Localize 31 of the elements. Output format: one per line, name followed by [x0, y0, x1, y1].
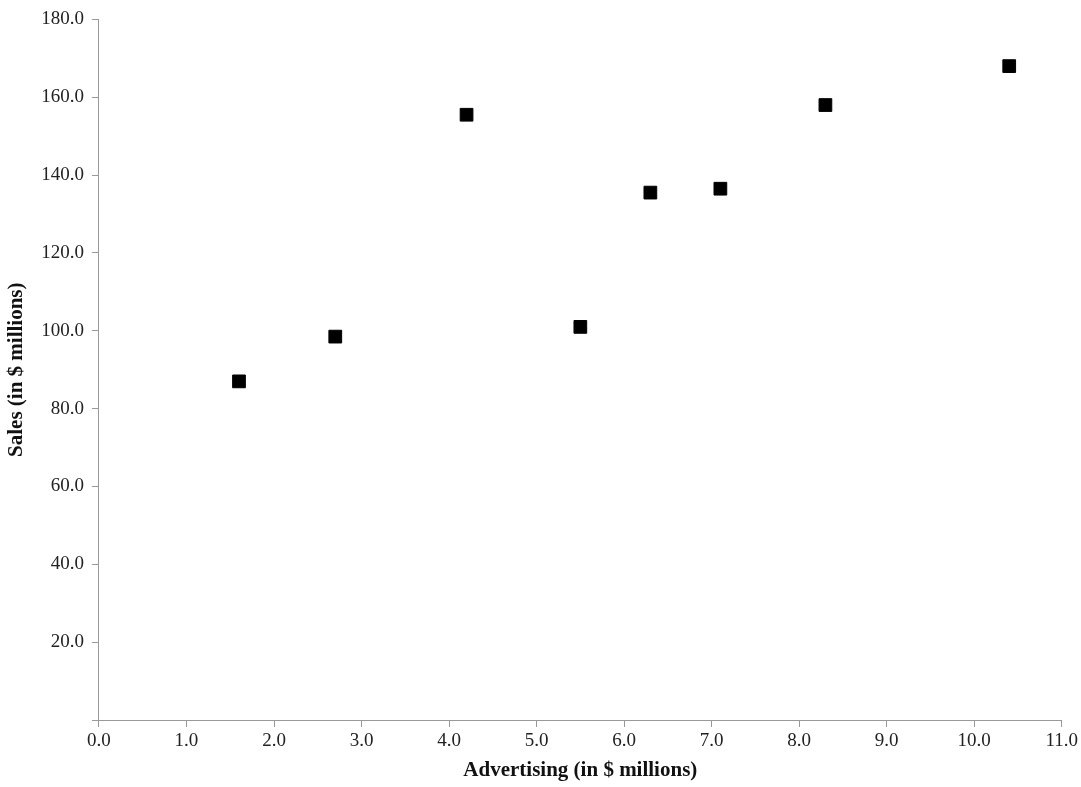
y-tick-label: 40.0: [50, 552, 84, 574]
x-tick-label: 10.0: [957, 729, 991, 751]
x-tick-label: 6.0: [612, 729, 636, 751]
point: [573, 320, 588, 334]
x-tick-label: 3.0: [349, 729, 374, 751]
x-tick-label: 0.0: [87, 729, 111, 751]
point: [1002, 59, 1017, 73]
x-tick-label: 1.0: [174, 729, 199, 751]
x-tick-label: 7.0: [699, 729, 724, 751]
x-tick-label: 2.0: [262, 729, 286, 751]
point: [459, 107, 474, 122]
y-tick-label: 160.0: [41, 85, 84, 107]
point: [818, 98, 833, 112]
x-tick-label: 9.0: [874, 729, 899, 751]
point: [643, 185, 658, 200]
y-tick-label: 80.0: [50, 396, 84, 418]
y-tick-label: 20.0: [50, 630, 84, 652]
x-tick-label: 4.0: [437, 729, 461, 751]
y-tick-label: 100.0: [41, 318, 84, 340]
y-tick-label: 140.0: [41, 163, 84, 185]
x-tick-label: 8.0: [787, 729, 812, 751]
point: [713, 181, 728, 196]
point: [232, 374, 246, 389]
x-axis-title: Advertising (in $ millions): [463, 756, 698, 781]
point: [328, 329, 343, 344]
y-tick-label: 180.0: [41, 7, 84, 29]
y-axis-title: Sales (in $ millions): [3, 282, 28, 457]
x-tick-label: 11.0: [1045, 729, 1078, 751]
y-tick-label: 120.0: [41, 240, 84, 262]
x-tick-label: 5.0: [524, 729, 549, 751]
y-tick-label: 60.0: [50, 474, 84, 496]
